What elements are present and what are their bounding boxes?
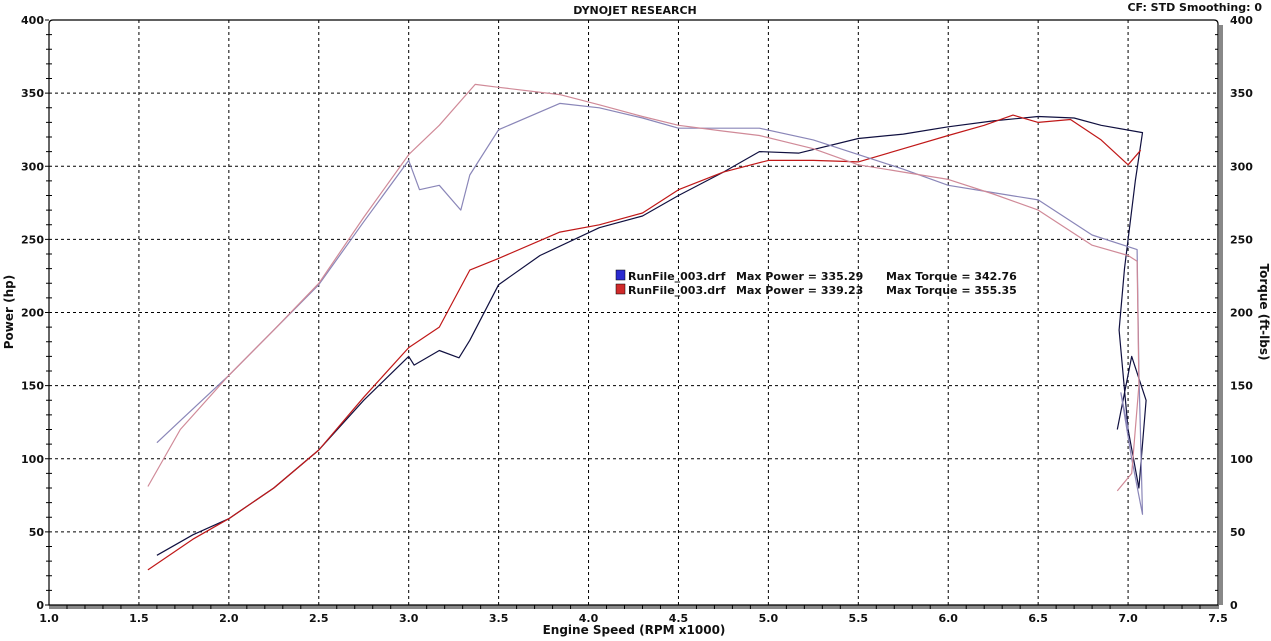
x-tick-label: 4.5 [669,612,689,625]
legend-torque-1: Max Torque = 342.76 [886,270,1017,283]
y-tick-label: 300 [21,160,44,173]
settings-label: CF: STD Smoothing: 0 [1127,1,1262,14]
series-line-2 [156,102,1144,515]
x-tick-label: 3.0 [399,612,419,625]
y2-tick-label: 0 [1230,599,1238,612]
y2-tick-label: 200 [1230,307,1253,320]
legend-swatch-blue [615,269,626,281]
x-tick-label: 5.5 [849,612,869,625]
y-tick-label: 200 [21,307,44,320]
grid [49,20,1218,605]
x-axis-label: Engine Speed (RPM x1000) [543,623,726,637]
right-axis-bar [1219,25,1223,605]
chart-title: DYNOJET RESEARCH [573,4,696,17]
y2-axis-label: Torque (ft-lbs) [1257,264,1271,361]
legend: RunFile_003.drf Max Power = 335.29 Max T… [615,269,1017,297]
x-tick-label: 2.0 [219,612,239,625]
x-tick-label: 5.0 [759,612,779,625]
x-tick-label: 1.0 [39,612,59,625]
x-tick-label: 3.5 [489,612,509,625]
y2-tick-label: 150 [1230,380,1253,393]
axis-ticks: 1.0 1.5 2.0 2.5 3.0 3.5 4.0 4.5 5.0 5.5 6.0 6.5 7.0 7… [21,14,1253,625]
x-tick-label: 4.0 [579,612,599,625]
y-tick-label: 0 [36,599,44,612]
x-tick-label: 6.0 [938,612,958,625]
series-line-1 [147,114,1142,571]
legend-power-2: Max Power = 339.23 [736,284,863,297]
x-tick-label: 6.5 [1028,612,1048,625]
legend-power-1: Max Power = 335.29 [736,270,863,283]
y-tick-label: 50 [29,526,45,539]
y-tick-label: 400 [21,14,44,27]
series-line-0 [156,115,1147,556]
bottom-axis-bar [49,605,1219,609]
legend-swatch-red [615,283,626,295]
plot-frame [48,19,1219,606]
y-tick-label: 250 [21,233,44,246]
y2-tick-label: 300 [1230,160,1253,173]
series-line-3 [147,83,1140,492]
x-tick-label: 1.5 [129,612,149,625]
y2-tick-label: 100 [1230,453,1253,466]
y-tick-label: 150 [21,380,44,393]
y2-tick-label: 350 [1230,87,1253,100]
legend-file-1: RunFile_003.drf [628,270,726,283]
y2-tick-label: 400 [1230,14,1253,27]
y-tick-label: 350 [21,87,44,100]
y-axis-label: Power (hp) [2,275,16,349]
legend-torque-2: Max Torque = 355.35 [886,284,1017,297]
y-tick-label: 100 [21,453,44,466]
x-tick-label: 2.5 [309,612,329,625]
x-tick-label: 7.5 [1208,612,1228,625]
x-tick-label: 7.0 [1118,612,1138,625]
y2-tick-label: 50 [1230,526,1246,539]
series-lines [147,83,1147,571]
legend-file-2: RunFile_003.drf [628,284,726,297]
y2-tick-label: 250 [1230,233,1253,246]
